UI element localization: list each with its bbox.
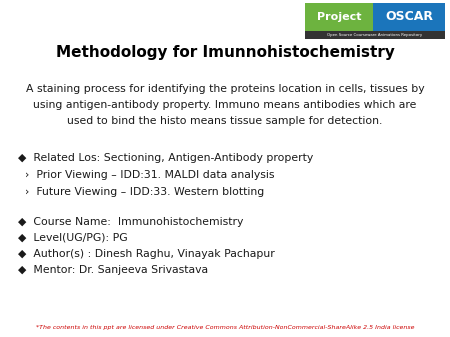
Text: ◆  Related Los: Sectioning, Antigen-Antibody property: ◆ Related Los: Sectioning, Antigen-Antib… [18,153,313,163]
Text: *The contents in this ppt are licensed under Creative Commons Attribution-NonCom: *The contents in this ppt are licensed u… [36,326,414,331]
Text: Methodology for Imunnohistochemistry: Methodology for Imunnohistochemistry [55,44,395,60]
Text: Open Source Courseware Animations Repository: Open Source Courseware Animations Reposi… [328,33,423,37]
Text: ›  Prior Viewing – IDD:31. MALDI data analysis: › Prior Viewing – IDD:31. MALDI data ana… [18,170,274,180]
Text: ◆  Level(UG/PG): PG: ◆ Level(UG/PG): PG [18,233,128,243]
Text: OSCAR: OSCAR [385,10,433,24]
Bar [373,3,445,31]
Text: ◆  Author(s) : Dinesh Raghu, Vinayak Pachapur: ◆ Author(s) : Dinesh Raghu, Vinayak Pach… [18,249,275,259]
Bar [305,31,445,39]
Text: Project: Project [317,12,361,22]
Text: A staining process for identifying the proteins location in cells, tissues by
us: A staining process for identifying the p… [26,84,424,126]
Text: ›  Future Viewing – IDD:33. Western blotting: › Future Viewing – IDD:33. Western blott… [18,187,264,197]
Bar [305,3,373,31]
Text: ◆  Mentor: Dr. Sanjeeva Srivastava: ◆ Mentor: Dr. Sanjeeva Srivastava [18,265,208,275]
Text: ◆  Course Name:  Immunohistochemistry: ◆ Course Name: Immunohistochemistry [18,217,243,227]
